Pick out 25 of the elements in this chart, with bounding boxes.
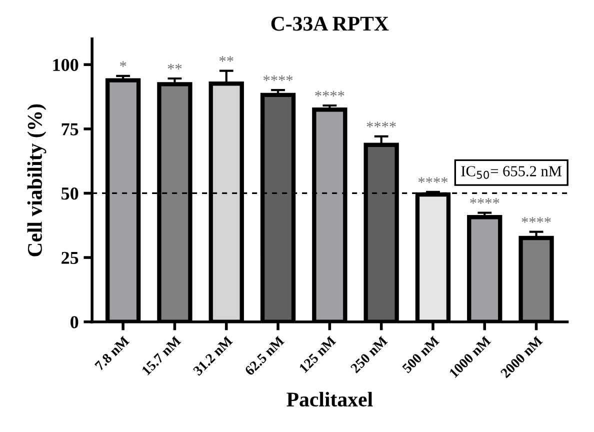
y-tick-label: 0 (70, 316, 78, 328)
y-tick-label: 50 (62, 187, 78, 200)
annotation: **** (263, 75, 293, 82)
annotation: * (120, 61, 126, 67)
annotation: ** (219, 56, 234, 62)
x-tick-label: 500 nM (402, 336, 440, 374)
x-tick-label: 125 nM (298, 336, 336, 374)
annotation: **** (315, 90, 344, 96)
x-tick-label: 15.7 nM (141, 336, 182, 376)
y-axis-title: Cell viability (%) (27, 104, 46, 256)
annotation: **** (470, 198, 500, 204)
y-tick-label: 100 (53, 58, 78, 72)
annotation: **** (522, 217, 551, 223)
annotation: **** (366, 122, 396, 128)
y-tick-label: 75 (62, 123, 78, 136)
x-tick-label: 250 nM (350, 336, 388, 374)
x-axis-title: Paclitaxel (286, 392, 373, 407)
chart-title: C-33A RPTX (271, 16, 389, 31)
x-tick-label: 7.8 nM (94, 336, 130, 371)
annotation: **** (418, 177, 448, 183)
y-tick-label: 25 (62, 252, 78, 264)
annotation: ** (168, 64, 182, 70)
ref-line-label: IC$_{50}$= 655.2 nM (461, 166, 562, 179)
x-tick-label: 31.2 nM (192, 336, 234, 376)
x-tick-label: 62.5 nM (244, 336, 285, 376)
